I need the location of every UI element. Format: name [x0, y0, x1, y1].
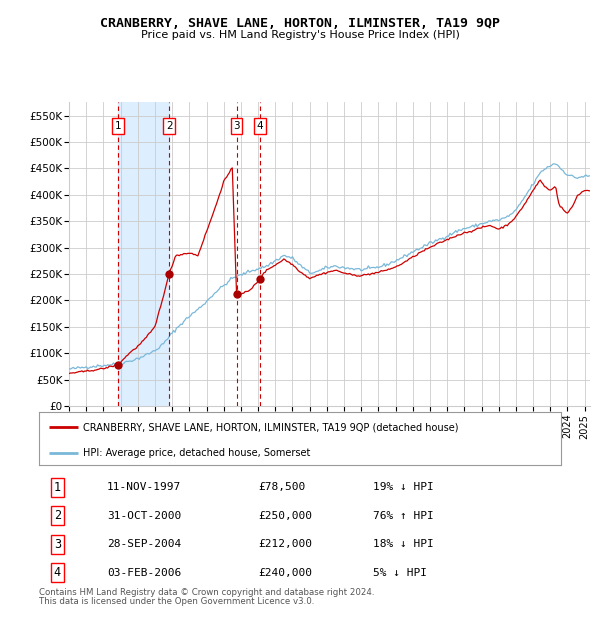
Bar: [118, 102, 169, 406]
Text: 4: 4: [256, 121, 263, 131]
Text: 03-FEB-2006: 03-FEB-2006: [107, 567, 181, 578]
Text: 31-OCT-2000: 31-OCT-2000: [107, 511, 181, 521]
Text: 18% ↓ HPI: 18% ↓ HPI: [373, 539, 434, 549]
Text: 4: 4: [54, 566, 61, 579]
Text: 76% ↑ HPI: 76% ↑ HPI: [373, 511, 434, 521]
Text: CRANBERRY, SHAVE LANE, HORTON, ILMINSTER, TA19 9QP (detached house): CRANBERRY, SHAVE LANE, HORTON, ILMINSTER…: [83, 422, 459, 432]
Text: HPI: Average price, detached house, Somerset: HPI: Average price, detached house, Some…: [83, 448, 311, 458]
Text: £240,000: £240,000: [258, 567, 312, 578]
Text: 3: 3: [233, 121, 240, 131]
Text: £212,000: £212,000: [258, 539, 312, 549]
Text: 11-NOV-1997: 11-NOV-1997: [107, 482, 181, 492]
Text: 1: 1: [115, 121, 122, 131]
Text: £250,000: £250,000: [258, 511, 312, 521]
Text: CRANBERRY, SHAVE LANE, HORTON, ILMINSTER, TA19 9QP: CRANBERRY, SHAVE LANE, HORTON, ILMINSTER…: [100, 17, 500, 30]
Text: 5% ↓ HPI: 5% ↓ HPI: [373, 567, 427, 578]
Text: 2: 2: [54, 510, 61, 523]
Text: 2: 2: [166, 121, 173, 131]
Text: 3: 3: [54, 538, 61, 551]
Text: 19% ↓ HPI: 19% ↓ HPI: [373, 482, 434, 492]
Text: Price paid vs. HM Land Registry's House Price Index (HPI): Price paid vs. HM Land Registry's House …: [140, 30, 460, 40]
Text: £78,500: £78,500: [258, 482, 305, 492]
Text: 1: 1: [54, 481, 61, 494]
Text: Contains HM Land Registry data © Crown copyright and database right 2024.: Contains HM Land Registry data © Crown c…: [39, 588, 374, 597]
Text: 28-SEP-2004: 28-SEP-2004: [107, 539, 181, 549]
Text: This data is licensed under the Open Government Licence v3.0.: This data is licensed under the Open Gov…: [39, 598, 314, 606]
